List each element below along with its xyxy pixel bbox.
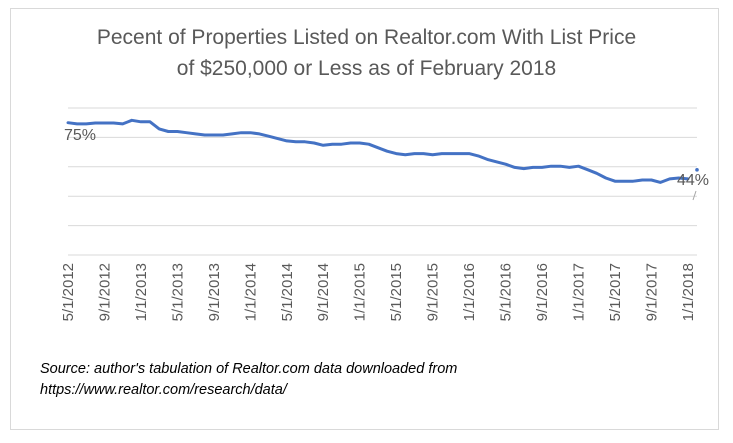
chart-title-line-1: Pecent of Properties Listed on Realtor.c… [96, 26, 637, 49]
series-line-path [66, 118, 690, 184]
x-tick-label: 5/1/2016 [498, 263, 515, 321]
x-tick-label: 1/1/2013 [133, 263, 150, 321]
x-tick-label: 5/1/2015 [388, 263, 405, 321]
chart-frame [10, 8, 719, 430]
x-tick-label: 1/1/2018 [680, 263, 697, 321]
x-tick-label: 1/1/2015 [352, 263, 369, 321]
data-label-leader [692, 190, 697, 201]
source-line-1: Source: author's tabulation of Realtor.c… [40, 361, 458, 377]
chart-title: Pecent of Properties Listed on Realtor.c… [0, 22, 733, 84]
x-tick-label: 9/1/2014 [315, 263, 332, 321]
gridlines [68, 107, 697, 256]
x-tick-label: 5/1/2014 [279, 263, 296, 321]
x-tick-label: 1/1/2014 [242, 263, 259, 321]
x-tick-label: 9/1/2013 [206, 263, 223, 321]
source-line-2: https://www.realtor.com/research/data/ [40, 382, 287, 398]
source-note: Source: author's tabulation of Realtor.c… [40, 359, 457, 401]
series-line [66, 118, 699, 184]
x-tick-label: 1/1/2016 [461, 263, 478, 321]
chart-title-line-2: of $250,000 or Less as of February 2018 [176, 57, 557, 80]
x-tick-label: 5/1/2013 [169, 263, 186, 321]
data-label: 75% [64, 127, 96, 144]
x-tick-label: 9/1/2015 [425, 263, 442, 321]
x-tick-label: 9/1/2017 [643, 263, 660, 321]
data-label: 44% [677, 172, 709, 189]
x-tick-label: 9/1/2012 [96, 263, 113, 321]
data-point-last [695, 168, 699, 172]
x-axis-tick-labels: 5/1/2012 9/1/2012 1/1/2013 5/1/2013 9/1/2013… [60, 263, 697, 321]
x-tick-label: 5/1/2017 [607, 263, 624, 321]
x-tick-label: 1/1/2017 [570, 263, 587, 321]
x-tick-label: 5/1/2012 [60, 263, 77, 321]
data-labels: 75% 44% [64, 127, 709, 201]
x-tick-label: 9/1/2016 [534, 263, 551, 321]
